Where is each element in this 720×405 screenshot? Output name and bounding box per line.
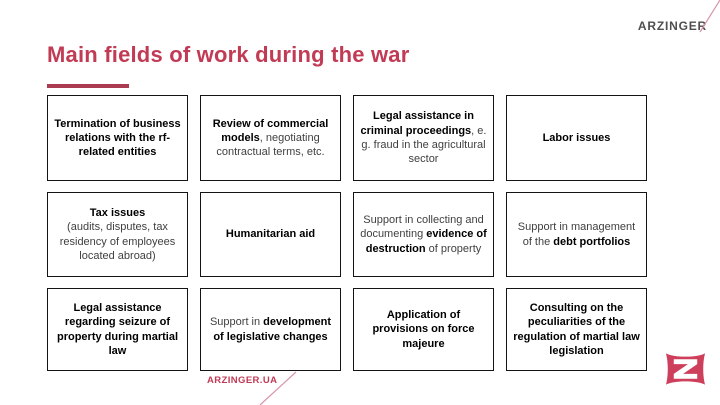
service-box-4: Labor issues	[506, 95, 647, 181]
service-box-6: Humanitarian aid	[200, 192, 341, 277]
service-box-7: Support in collecting and documenting ev…	[353, 192, 494, 277]
service-box-text: Labor issues	[542, 131, 611, 144]
page-title: Main fields of work during the war	[47, 42, 410, 67]
service-box-1: Termination of business relations with t…	[47, 95, 188, 181]
service-box-text: Termination of business relations with t…	[54, 117, 181, 159]
service-box-12: Consulting on the peculiarities of the r…	[506, 288, 647, 371]
service-box-8: Support in management of the debt portfo…	[506, 192, 647, 277]
footer-site-link[interactable]: ARZINGER.UA	[207, 375, 278, 386]
service-box-text: Consulting on the peculiarities of the r…	[513, 301, 640, 357]
service-box-text: Review of commercial models, negotiating…	[212, 117, 329, 159]
service-box-10: Support in development of legislative ch…	[200, 288, 341, 371]
service-box-text: Support in management of the debt portfo…	[517, 221, 636, 248]
service-box-3: Legal assistance in criminal proceedings…	[353, 95, 494, 181]
service-box-11: Application of provisions on force majeu…	[353, 288, 494, 371]
service-box-text: Legal assistance regarding seizure of pr…	[56, 301, 179, 357]
service-box-text: Legal assistance in criminal proceedings…	[360, 110, 487, 166]
service-box-text: Support in development of legislative ch…	[209, 316, 332, 343]
service-box-text: Humanitarian aid	[225, 228, 316, 241]
service-box-9: Legal assistance regarding seizure of pr…	[47, 288, 188, 371]
service-box-text: Support in collecting and documenting ev…	[360, 214, 487, 255]
title-underline	[47, 84, 129, 88]
arzinger-logo-icon	[665, 353, 706, 385]
services-grid: Termination of business relations with t…	[47, 95, 647, 371]
arzinger-wordmark: ARZINGER	[637, 19, 707, 33]
service-box-2: Review of commercial models, negotiating…	[200, 95, 341, 181]
top-right-diagonal-line	[699, 0, 720, 33]
service-box-5: Tax issues (audits, disputes, tax reside…	[47, 192, 188, 277]
service-box-text: Application of provisions on force majeu…	[372, 309, 475, 350]
service-box-text: Tax issues (audits, disputes, tax reside…	[59, 206, 176, 262]
bottom-diagonal-line	[259, 371, 297, 405]
